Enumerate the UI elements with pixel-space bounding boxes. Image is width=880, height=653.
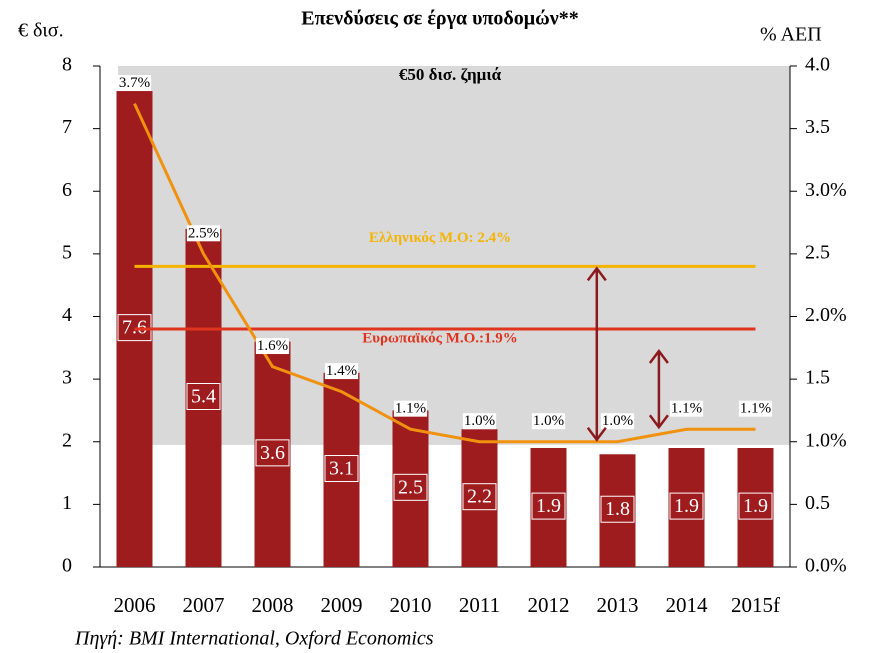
y2-tick-label: 3.0% <box>805 179 847 201</box>
line-value-label: 1.0% <box>602 413 633 429</box>
x-tick-label: 2009 <box>321 593 363 617</box>
line-value-label: 1.0% <box>464 413 495 429</box>
line-value-label: 2.5% <box>188 225 219 241</box>
y2-tick-label: 4.0 <box>805 54 830 76</box>
x-tick-label: 2011 <box>459 593 500 617</box>
arrow-head <box>648 414 669 430</box>
shaded-region <box>118 66 790 445</box>
y2-tick-label: 3.5 <box>805 116 830 138</box>
bar-value-label: 1.9 <box>674 495 699 517</box>
line-label-box <box>324 363 359 380</box>
line-label-box <box>669 400 704 417</box>
bar-value-label: 1.9 <box>743 495 768 517</box>
x-tick-label: 2007 <box>183 593 225 617</box>
line-label-box <box>738 400 773 417</box>
x-tick-label: 2013 <box>597 593 639 617</box>
line-label-box <box>462 413 497 430</box>
bar-label-box <box>669 492 704 520</box>
x-tick-label: 2015f <box>731 593 780 617</box>
bar-label-box <box>255 439 290 467</box>
bar-value-label: 1.8 <box>605 498 630 520</box>
line-value-label: 1.6% <box>257 338 288 354</box>
y2-axis-label: % ΑΕΠ <box>760 24 822 46</box>
line-label-box <box>393 400 428 417</box>
line-value-label: 1.1% <box>395 401 426 417</box>
y2-tick-label: 1.5 <box>805 367 830 389</box>
bar-value-label: 5.4 <box>191 386 216 408</box>
y-tick-label: 0 <box>62 555 72 577</box>
line-value-label: 3.7% <box>119 75 150 91</box>
line-label-box <box>600 413 635 430</box>
y-tick-label: 2 <box>62 429 72 451</box>
arrow-head <box>648 348 669 364</box>
source: Πηγή: BMI International, Oxford Economic… <box>74 628 434 650</box>
bar-value-label: 3.6 <box>260 442 285 464</box>
line <box>133 102 756 444</box>
y-tick-label: 1 <box>62 492 72 514</box>
y2-tick-label: 0.0% <box>805 555 847 577</box>
chart-title: Επενδύσεις σε έργα υποδομών** <box>301 8 578 30</box>
line-value-label: 1.0% <box>533 413 564 429</box>
bar-value-label: 1.9 <box>536 495 561 517</box>
reference-label: Ευρωπαϊκός Μ.Ο.:1.9% <box>362 330 518 346</box>
line-label-box <box>186 225 221 242</box>
y2-tick-label: 0.5 <box>805 492 830 514</box>
y-tick-label: 8 <box>62 54 72 76</box>
arrow-head <box>586 427 607 442</box>
y2-tick-label: 1.0% <box>805 429 847 451</box>
line-value-label: 1.4% <box>326 363 357 379</box>
x-tick-label: 2008 <box>252 593 294 617</box>
bar-label-box <box>531 492 566 520</box>
x-tick-label: 2006 <box>114 593 156 617</box>
bar-value-label: 2.5 <box>398 476 423 498</box>
bar-label-box <box>186 383 221 411</box>
line-value-label: 1.1% <box>740 401 771 417</box>
x-tick-label: 2012 <box>528 593 570 617</box>
line-label-box <box>531 413 566 430</box>
y2-tick-label: 2.5 <box>805 241 830 263</box>
line-label-box <box>255 338 290 355</box>
annotation: €50 δισ. ζημιά <box>399 65 502 84</box>
bar-label-box <box>738 492 773 520</box>
x-tick-label: 2014 <box>666 593 709 617</box>
y-tick-label: 5 <box>62 241 72 263</box>
y-tick-label: 3 <box>62 367 72 389</box>
bar-label-box <box>324 455 359 483</box>
line-value-label: 1.1% <box>671 401 702 417</box>
y2-tick-label: 2.0% <box>805 304 847 326</box>
y-tick-label: 6 <box>62 179 72 201</box>
bar-label-box <box>600 495 635 523</box>
reference-label: Ελληνικός Μ.Ο: 2.4% <box>369 230 511 246</box>
bar-label-box <box>393 473 428 501</box>
y-axis-label: € δισ. <box>18 20 64 42</box>
bar-label-box <box>462 483 497 511</box>
y-tick-label: 7 <box>62 116 72 138</box>
line-label-box <box>117 75 152 92</box>
bar-value-label: 2.2 <box>467 486 492 508</box>
bar-value-label: 3.1 <box>329 458 354 480</box>
x-tick-label: 2010 <box>390 593 432 617</box>
arrow-head <box>586 266 607 282</box>
y-tick-label: 4 <box>62 304 72 326</box>
